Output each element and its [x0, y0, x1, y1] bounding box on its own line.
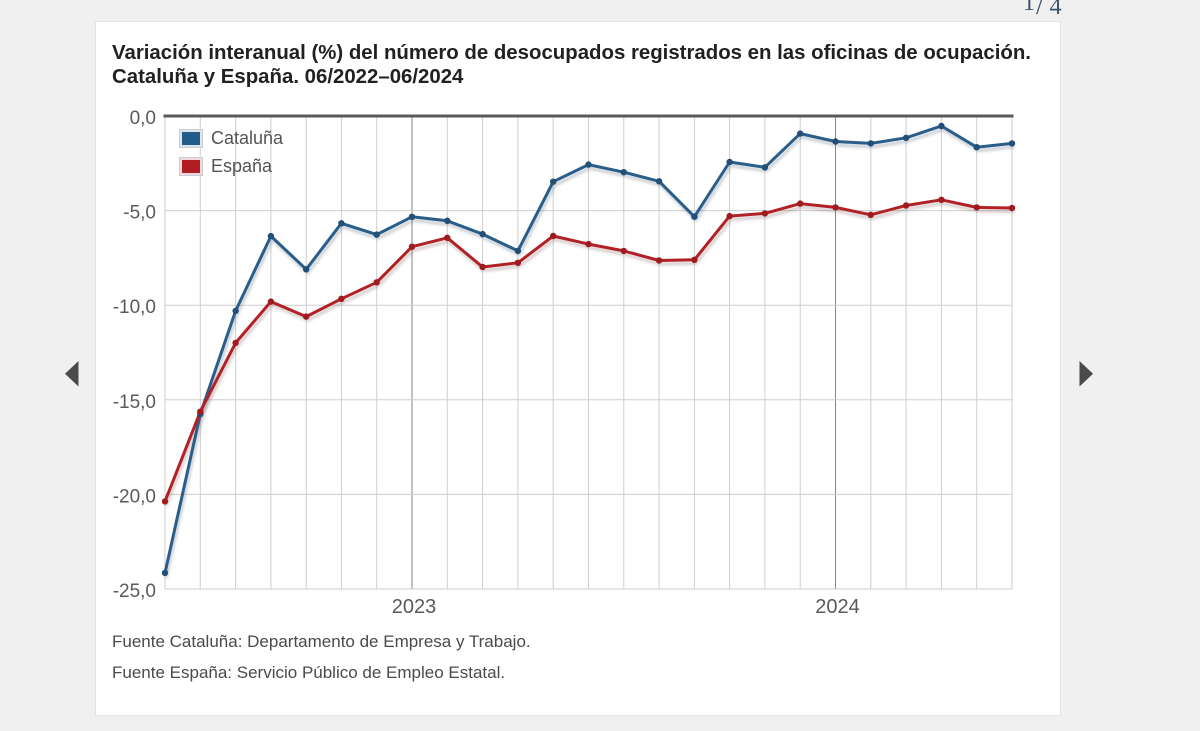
svg-text:-20,0: -20,0 — [113, 486, 156, 507]
svg-text:-10,0: -10,0 — [113, 297, 156, 318]
svg-text:-5,0: -5,0 — [123, 203, 156, 224]
svg-text:2024: 2024 — [815, 596, 860, 618]
svg-text:-15,0: -15,0 — [113, 392, 156, 413]
svg-text:-25,0: -25,0 — [113, 581, 156, 602]
svg-text:0,0: 0,0 — [130, 108, 156, 129]
svg-text:2023: 2023 — [392, 596, 437, 618]
